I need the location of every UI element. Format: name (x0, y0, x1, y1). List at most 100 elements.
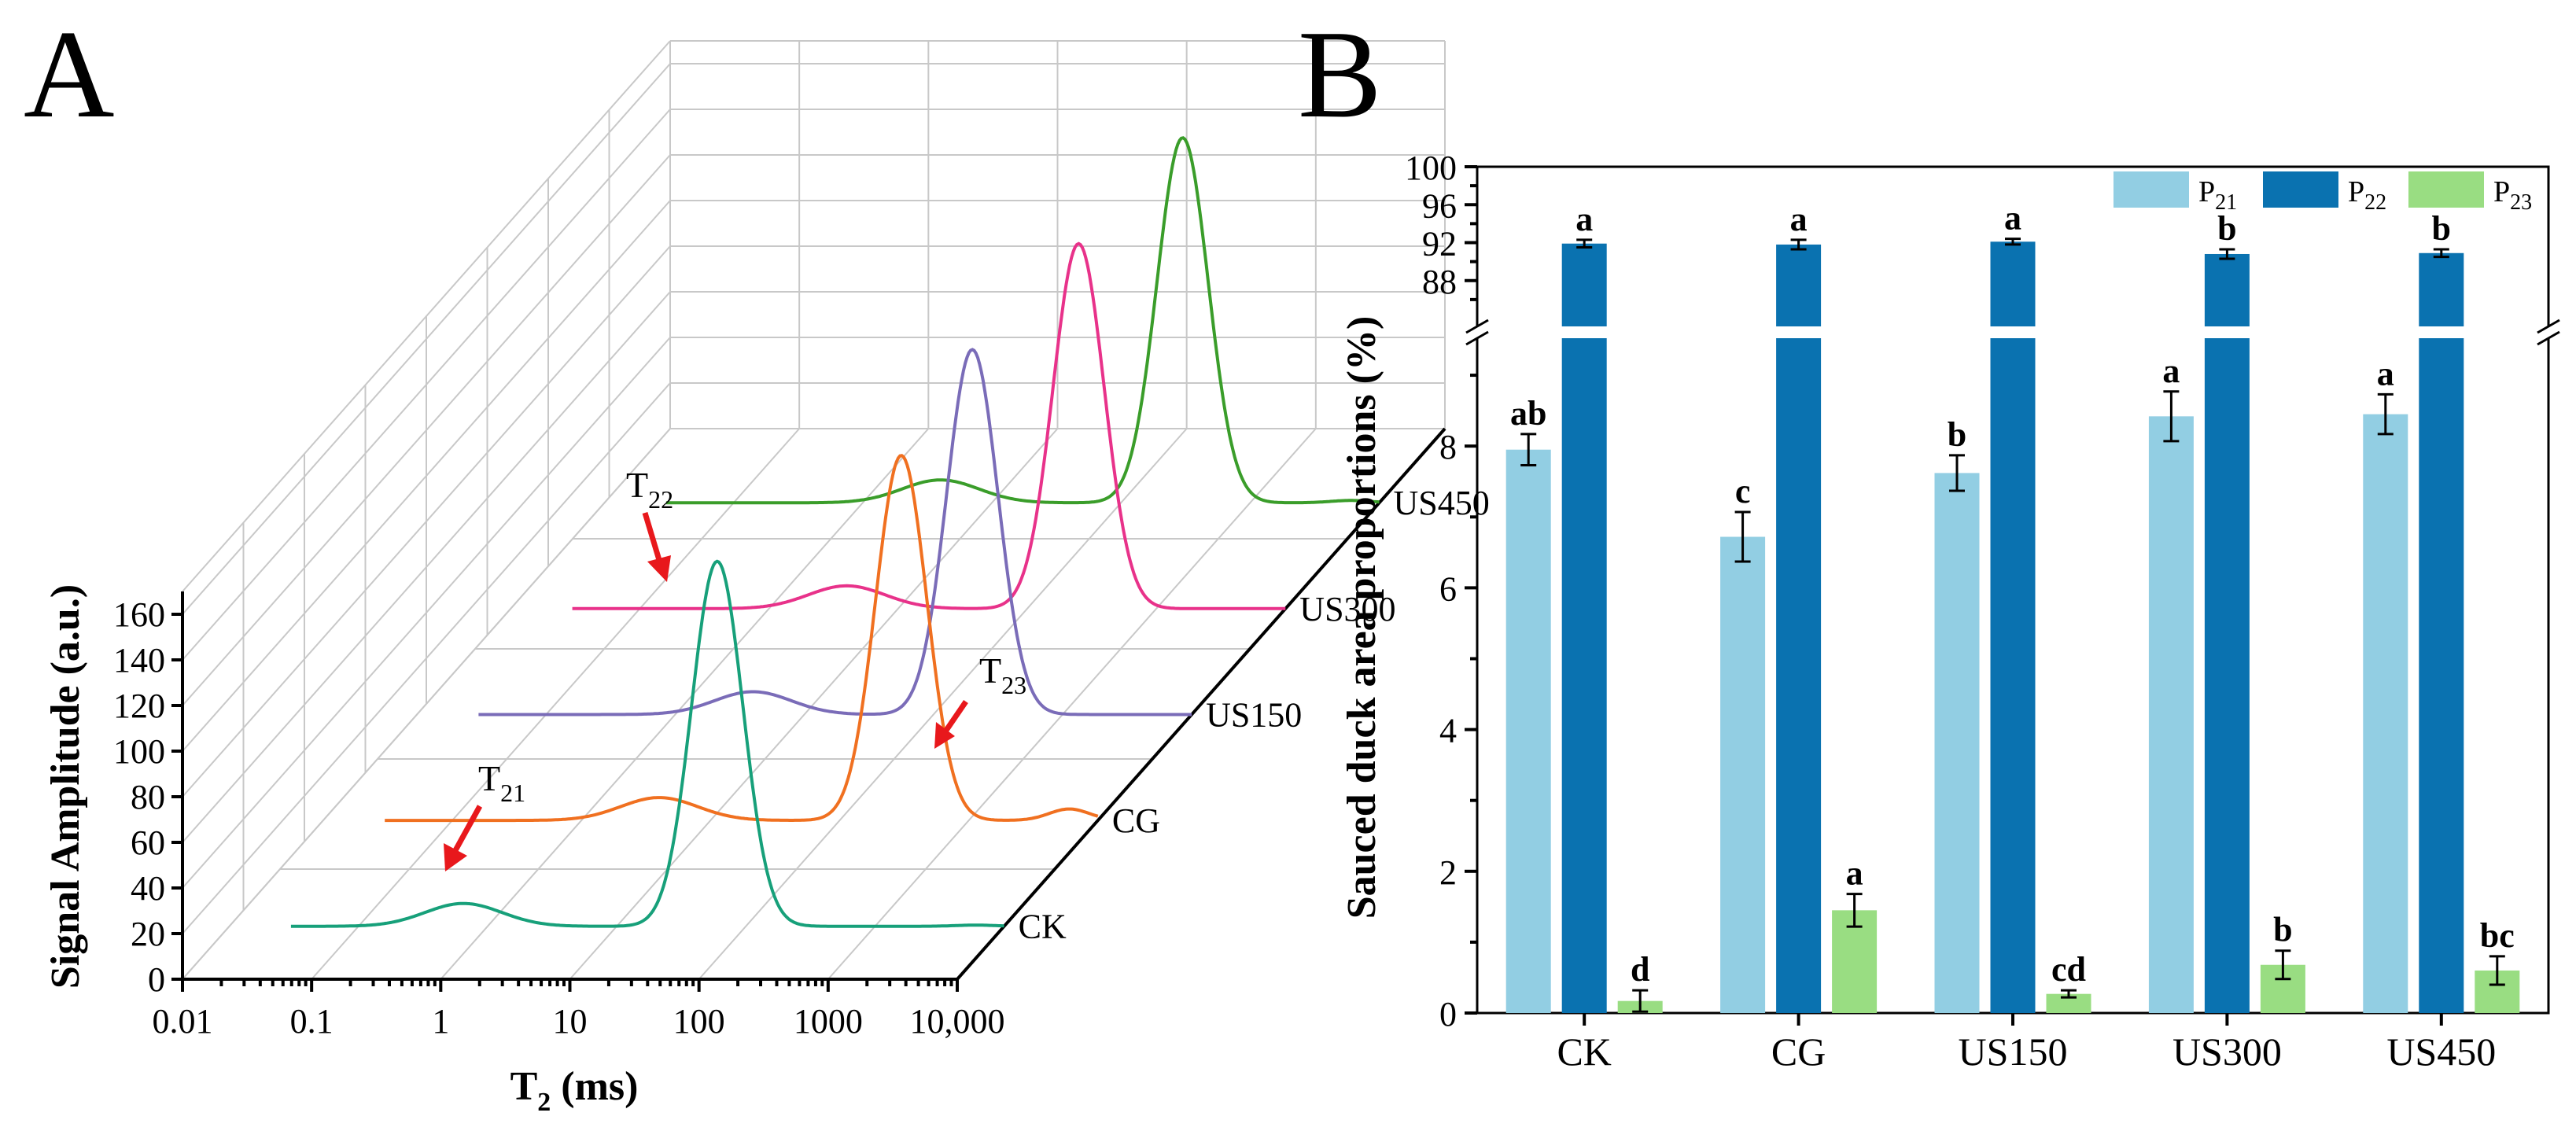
y-tick-label: 8 (1439, 428, 1457, 466)
x-tick-label: 1 (432, 1002, 449, 1041)
x-tick-label: 0.01 (153, 1002, 213, 1041)
legend-label-p23: P23 (2493, 175, 2532, 215)
legend-label-p21: P21 (2198, 175, 2237, 215)
panel-b-letter: B (1298, 4, 1382, 144)
y-tick-label: 20 (131, 915, 165, 953)
annotation-t22: T22 (626, 465, 673, 514)
legend-swatch-p21 (2113, 171, 2189, 208)
bar-p22-lower (2419, 338, 2464, 1013)
floor-depth-line (569, 428, 1059, 980)
category-label: US150 (1959, 1030, 2068, 1074)
significance-letter: a (1790, 200, 1808, 238)
y-tick-label: 2 (1439, 853, 1457, 892)
top-edge (182, 40, 671, 592)
panel-b-legend: P21 P22 P23 (2113, 171, 2532, 215)
panel-a-ticks: 0 20 40 60 80 100 120 140 160 0.01 0.1 1 10 100 1000 10… (113, 595, 1005, 1041)
curve-us450 (665, 136, 1380, 505)
bar-p22-lower (1561, 338, 1607, 1013)
category-label: CK (1557, 1030, 1611, 1074)
bar-p22 (2204, 253, 2250, 326)
significance-letter: c (1735, 472, 1751, 510)
annotation-t21: T21 (478, 758, 525, 807)
bar-p22-lower (2204, 338, 2250, 1013)
bar-p21 (2363, 414, 2408, 1013)
bar-p22-lower (1990, 338, 2036, 1013)
bar-p22 (1776, 244, 1822, 326)
y-tick-label: 0 (148, 960, 165, 999)
x-tick-label: 1000 (794, 1002, 863, 1041)
break-slash (2537, 319, 2560, 334)
series-label-us150: US150 (1206, 695, 1302, 734)
break-slash (1465, 319, 1489, 334)
bar-p22 (2419, 252, 2464, 326)
x-tick-label: 0.1 (290, 1002, 334, 1041)
bar-p21 (1934, 473, 1980, 1013)
break-slash (2537, 330, 2560, 346)
arrow-t22 (642, 511, 671, 582)
significance-letter: a (1846, 854, 1863, 893)
panel-a-grid (182, 40, 1446, 980)
significance-letter: a (2004, 199, 2021, 238)
y-tick-label: 96 (1422, 186, 1457, 225)
y-tick-label: 6 (1439, 569, 1457, 608)
y-tick-label: 100 (1405, 149, 1457, 187)
panel-a-letter: A (24, 4, 115, 144)
depth-axis-line (956, 427, 1446, 981)
significance-letter: ab (1510, 394, 1546, 433)
significance-letter: b (2217, 209, 2236, 248)
y-tick-label: 160 (113, 595, 165, 634)
bar-p22-lower (1776, 338, 1822, 1013)
significance-letter: cd (2051, 950, 2086, 989)
y-tick-label: 120 (113, 687, 165, 725)
bar-p21 (2148, 416, 2194, 1013)
significance-letter: a (2162, 352, 2180, 390)
curve-ck (290, 559, 1004, 928)
bar-p22 (1561, 243, 1607, 326)
axis-break-gap (1468, 326, 2558, 338)
category-label: CG (1771, 1030, 1826, 1074)
significance-letter: d (1631, 950, 1649, 989)
significance-letter: a (1575, 200, 1593, 238)
arrow-t21 (444, 805, 483, 871)
category-label: US300 (2172, 1030, 2282, 1074)
floor-depth-line (440, 428, 930, 980)
panel-a-x-axis-title: T2 (ms) (510, 1064, 639, 1117)
legend-label-p22: P22 (2348, 175, 2386, 215)
legend-swatch-p23 (2408, 171, 2484, 208)
floor-depth-line (827, 428, 1317, 980)
significance-letter: b (2432, 209, 2451, 248)
x-tick-label: 100 (673, 1002, 725, 1041)
y-tick-label: 80 (131, 778, 165, 816)
y-tick-label: 100 (113, 732, 165, 771)
panel-b-y-axis-title: Sauced duck area proportions (%) (1340, 316, 1384, 919)
floor-depth-line (698, 428, 1188, 980)
category-label: US450 (2386, 1030, 2496, 1074)
significance-letter: b (1948, 415, 1966, 454)
x-tick-label: 10 (553, 1002, 588, 1041)
floor-depth-line (311, 428, 800, 980)
break-slash (1465, 330, 1489, 346)
series-label-ck: CK (1019, 908, 1067, 946)
bar-p22 (1990, 241, 2036, 326)
curve-cg (385, 454, 1099, 823)
y-tick-label: 4 (1439, 712, 1457, 750)
arrow-t23 (934, 700, 968, 749)
bar-p21 (1505, 449, 1551, 1013)
legend-swatch-p22 (2263, 171, 2338, 208)
y-tick-label: 0 (1439, 995, 1457, 1033)
y-tick-label: 92 (1422, 225, 1457, 263)
y-tick-label: 40 (131, 869, 165, 908)
significance-letter: a (2377, 354, 2394, 392)
y-tick-label: 60 (131, 823, 165, 862)
series-label-us300: US300 (1299, 590, 1395, 628)
y-tick-label: 140 (113, 641, 165, 680)
annotation-t23: T23 (979, 650, 1026, 699)
panel-a-y-axis-title: Signal Amplitude (a.u.) (43, 584, 88, 989)
curve-us150 (478, 348, 1192, 717)
